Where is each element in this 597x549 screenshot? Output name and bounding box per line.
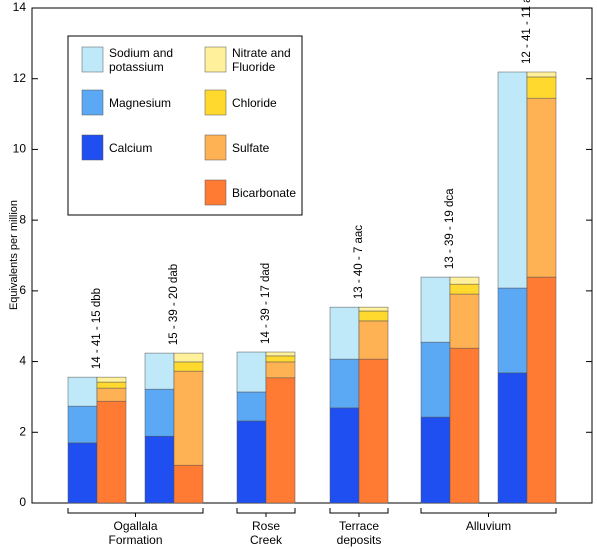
legend-swatch [81,134,104,161]
bar-segment [144,352,175,390]
sample-label: 12 - 41 - 11 add1 [521,0,533,64]
bar-segment [265,355,296,363]
y-tick-label: 10 [13,142,27,156]
bar-segment [420,341,451,418]
legend-label: Chloride [232,95,277,110]
bar-segment [420,416,451,504]
legend-label: Bicarbonate [232,185,297,200]
bar-segment [358,306,389,312]
group-bracket [329,508,389,517]
bar-segment [173,352,204,363]
legend-label: Sodium and potassium [109,45,174,74]
plot-frame [31,7,593,504]
y-tick-label: 12 [13,71,27,85]
legend-swatch [81,89,104,116]
bar-segment [329,358,360,409]
bar-segment [449,347,480,504]
group-label: Terrace deposits [336,519,382,547]
sample-label: 14 - 41 - 15 dbb [91,288,103,369]
bar-segment [236,420,267,504]
y-tick-label: 0 [19,495,26,509]
y-tick-label: 2 [19,424,26,438]
bar-segment [420,276,451,343]
bar-segment [449,293,480,349]
sample-label: 14 - 39 - 17 dad [260,263,272,344]
legend-label: Calcium [109,140,153,155]
bar-segment [265,351,296,357]
bar-segment [265,361,296,379]
legend-label: Sulfate [232,140,270,155]
bar-segment [67,442,98,504]
legend-swatch [204,179,227,206]
group-label: Ogallala Formation [108,519,163,547]
bar-segment [173,464,204,504]
bar-segment [144,388,175,437]
bar-segment [449,283,480,295]
y-tick-label: 8 [19,212,26,226]
bar-segment [236,351,267,393]
bar-segment [526,71,557,78]
group-bracket [420,508,557,517]
sample-label: 13 - 40 - 7 aac [353,225,365,299]
bar-segment [67,376,98,407]
bar-segment [497,287,528,374]
legend-swatch [204,46,227,73]
legend-swatch [81,46,104,73]
bar-segment [329,306,360,360]
legend-box [67,35,303,216]
legend-swatch [204,89,227,116]
bar-segment [144,435,175,504]
group-bracket [67,508,204,517]
bar-segment [497,372,528,504]
legend-swatch [204,134,227,161]
y-tick-label: 6 [19,283,26,297]
legend-label: Nitrate and Fluoride [232,45,291,74]
y-axis-label: Equivalents per million [8,200,20,310]
bar-segment [358,310,389,322]
bar-segment [96,387,127,402]
bar-segment [173,361,204,372]
group-label: Rose Creek [249,519,282,547]
bar-segment [329,407,360,504]
sample-label: 15 - 39 - 20 dab [168,264,180,345]
bar-segment [96,376,127,383]
bar-segment [497,71,528,289]
group-bracket [236,508,296,517]
bar-segment [449,276,480,285]
legend-label: Magnesium [109,95,172,110]
bar-segment [236,391,267,422]
bar-segment [265,377,296,504]
group-label: Alluvium [465,519,512,533]
bar-segment [358,320,389,360]
y-tick-label: 4 [19,354,26,368]
sample-label: 13 - 39 - 19 dca [444,188,456,269]
bar-segment [173,370,204,466]
bar-segment [526,97,557,278]
bar-segment [67,405,98,444]
bar-segment [526,76,557,99]
bar-segment [96,400,127,504]
y-tick-label: 14 [13,0,27,14]
bar-segment [358,358,389,504]
bar-segment [526,276,557,504]
bar-segment [96,381,127,389]
